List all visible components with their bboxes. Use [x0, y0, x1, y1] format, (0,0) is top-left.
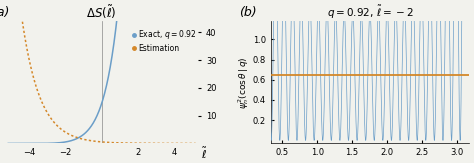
- Text: (a): (a): [0, 6, 10, 19]
- Legend: Exact, $q = 0.92$, Estimation: Exact, $q = 0.92$, Estimation: [132, 27, 197, 54]
- Text: $\theta$: $\theta$: [473, 148, 474, 160]
- Text: $\tilde{\ell}$: $\tilde{\ell}$: [201, 146, 208, 161]
- Title: $\Delta S(\tilde{\ell})$: $\Delta S(\tilde{\ell})$: [86, 4, 117, 21]
- Text: (b): (b): [239, 6, 256, 19]
- Y-axis label: $\psi_n^2(\cos\theta\,|\,q)$: $\psi_n^2(\cos\theta\,|\,q)$: [236, 56, 251, 109]
- Title: $q = 0.92,\, \tilde{\ell} = -2$: $q = 0.92,\, \tilde{\ell} = -2$: [327, 4, 413, 21]
